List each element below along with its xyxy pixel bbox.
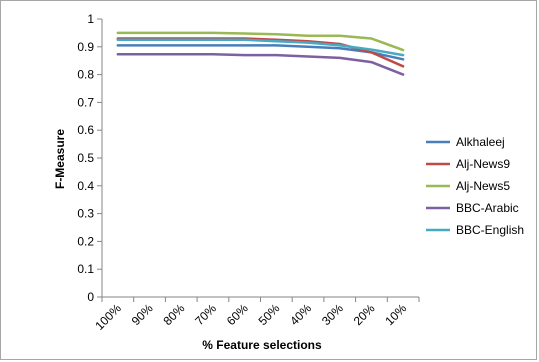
y-tick-label: 0.1 [77, 262, 94, 276]
series-line-bbc-arabic [116, 53, 405, 76]
legend-label: Alj-News5 [456, 179, 510, 193]
y-axis: 0 0.1 0.2 0.3 0.4 0.5 0.6 0.7 0.8 0.9 1 [77, 12, 103, 304]
series-line-bbc-english [116, 38, 405, 57]
x-tick-label: 80% [160, 301, 187, 328]
x-tick-label: 50% [256, 301, 283, 328]
y-tick-label: 0.3 [77, 207, 94, 221]
x-tick-label: 60% [224, 301, 251, 328]
x-tick-label: 90% [129, 301, 156, 328]
x-tick-label: 100% [92, 301, 124, 333]
legend-label: Alj-News9 [456, 157, 510, 171]
series-line-alkhaleej [116, 44, 405, 61]
legend-label: BBC-Arabic [456, 201, 519, 215]
y-tick-label: 0.8 [77, 68, 94, 82]
x-tick-label: 20% [351, 301, 378, 328]
x-tick-label: 30% [319, 301, 346, 328]
series-lines [116, 31, 405, 76]
x-axis-title: % Feature selections [202, 338, 322, 352]
legend-label: BBC-English [456, 223, 524, 237]
y-tick-label: 0.7 [77, 95, 94, 109]
legend-label: Alkhaleej [456, 135, 505, 149]
y-tick-label: 1 [87, 12, 94, 26]
legend: Alkhaleej Alj-News9 Alj-News5 BBC-Arabic BBC… [426, 135, 524, 237]
x-tick-label: 40% [287, 301, 314, 328]
series-line-alj-news5 [116, 31, 405, 52]
y-axis-title: F-Measure [53, 129, 67, 189]
series-line-alj-news9 [116, 37, 405, 68]
y-tick-label: 0.2 [77, 234, 94, 248]
y-tick-label: 0.9 [77, 40, 94, 54]
y-tick-label: 0.6 [77, 123, 94, 137]
x-axis: 100% 90% 80% 70% 60% 50% 40% 30% 20% 10% [92, 296, 420, 333]
x-tick-label: 10% [382, 301, 409, 328]
y-tick-label: 0.5 [77, 151, 94, 165]
y-tick-label: 0.4 [77, 179, 94, 193]
x-tick-label: 70% [192, 301, 219, 328]
y-tick-label: 0 [87, 290, 94, 304]
